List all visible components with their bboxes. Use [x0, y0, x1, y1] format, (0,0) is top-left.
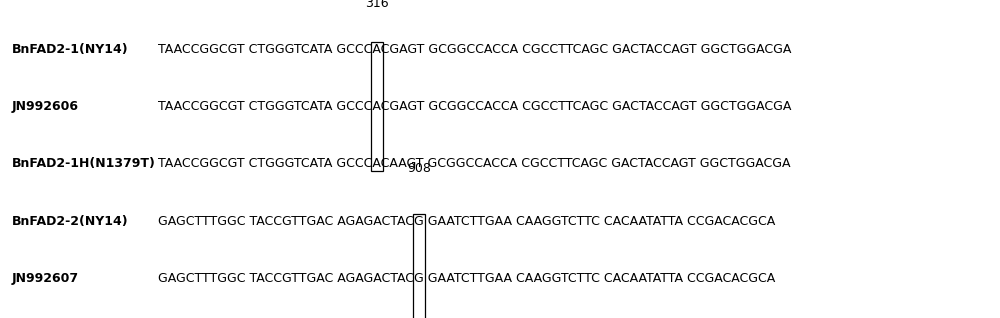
Text: TAACCGGCGT CTGGGTCATA GCCCACGAGT GCGGCCACCA CGCCTTCAGC GACTACCAGT GGCTGGACGA: TAACCGGCGT CTGGGTCATA GCCCACGAGT GCGGCCA…: [158, 43, 791, 56]
Text: 316: 316: [365, 0, 389, 10]
Text: BnFAD2-1H(N1379T): BnFAD2-1H(N1379T): [12, 157, 156, 170]
Text: 908: 908: [407, 162, 431, 175]
Text: GAGCTTTGGC TACCGTTGAC AGAGACTACG GAATCTTGAA CAAGGTCTTC CACAATATTA CCGACACGCA: GAGCTTTGGC TACCGTTGAC AGAGACTACG GAATCTT…: [158, 215, 775, 227]
Text: TAACCGGCGT CTGGGTCATA GCCCACAAGT GCGGCCACCA CGCCTTCAGC GACTACCAGT GGCTGGACGA: TAACCGGCGT CTGGGTCATA GCCCACAAGT GCGGCCA…: [158, 157, 790, 170]
Text: BnFAD2-2(NY14): BnFAD2-2(NY14): [12, 215, 129, 227]
Text: JN992606: JN992606: [12, 100, 79, 113]
Bar: [413, 214, 425, 318]
Text: BnFAD2-1(NY14): BnFAD2-1(NY14): [12, 43, 129, 56]
Text: JN992607: JN992607: [12, 272, 79, 285]
Text: TAACCGGCGT CTGGGTCATA GCCCACGAGT GCGGCCACCA CGCCTTCAGC GACTACCAGT GGCTGGACGA: TAACCGGCGT CTGGGTCATA GCCCACGAGT GCGGCCA…: [158, 100, 791, 113]
Text: GAGCTTTGGC TACCGTTGAC AGAGACTACG GAATCTTGAA CAAGGTCTTC CACAATATTA CCGACACGCA: GAGCTTTGGC TACCGTTGAC AGAGACTACG GAATCTT…: [158, 272, 775, 285]
Bar: [371, 42, 383, 171]
